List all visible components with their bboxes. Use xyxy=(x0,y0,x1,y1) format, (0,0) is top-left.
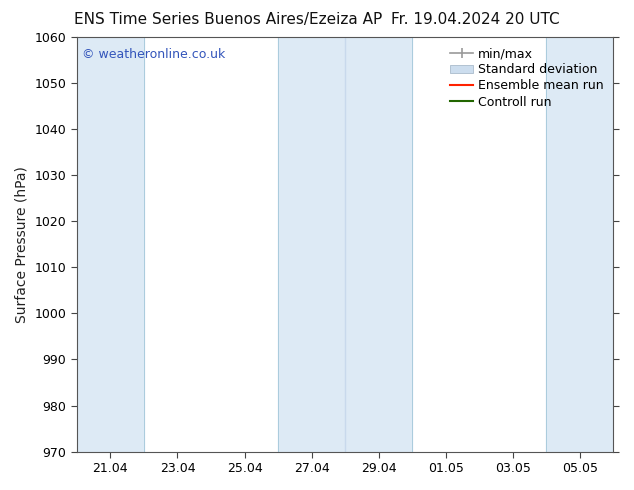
Y-axis label: Surface Pressure (hPa): Surface Pressure (hPa) xyxy=(15,166,29,323)
Text: ENS Time Series Buenos Aires/Ezeiza AP: ENS Time Series Buenos Aires/Ezeiza AP xyxy=(74,12,382,27)
Bar xyxy=(77,37,144,452)
Legend: min/max, Standard deviation, Ensemble mean run, Controll run: min/max, Standard deviation, Ensemble me… xyxy=(446,44,607,112)
Text: © weatheronline.co.uk: © weatheronline.co.uk xyxy=(82,48,226,60)
Bar xyxy=(547,37,614,452)
Text: Fr. 19.04.2024 20 UTC: Fr. 19.04.2024 20 UTC xyxy=(391,12,560,27)
Bar xyxy=(278,37,412,452)
